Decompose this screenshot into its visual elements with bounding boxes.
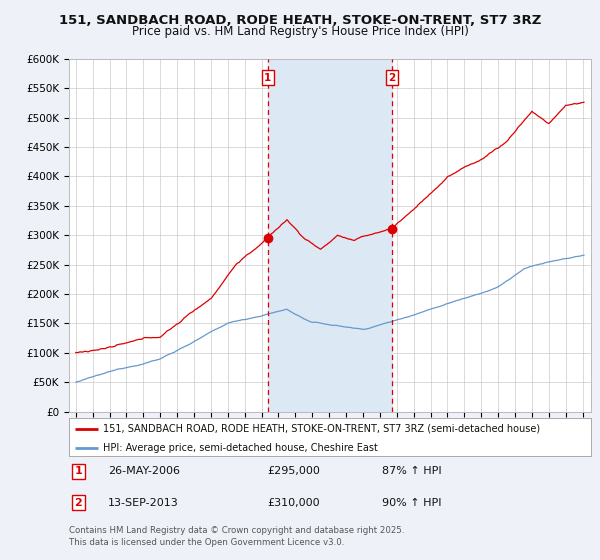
Text: 1: 1 <box>74 466 82 477</box>
Text: 2: 2 <box>388 73 395 83</box>
Text: £310,000: £310,000 <box>268 498 320 508</box>
Text: 87% ↑ HPI: 87% ↑ HPI <box>382 466 442 477</box>
Text: HPI: Average price, semi-detached house, Cheshire East: HPI: Average price, semi-detached house,… <box>103 443 378 453</box>
Text: 90% ↑ HPI: 90% ↑ HPI <box>382 498 442 508</box>
Text: £295,000: £295,000 <box>268 466 320 477</box>
Text: 1: 1 <box>264 73 272 83</box>
Text: 13-SEP-2013: 13-SEP-2013 <box>108 498 179 508</box>
Text: Contains HM Land Registry data © Crown copyright and database right 2025.
This d: Contains HM Land Registry data © Crown c… <box>69 526 404 547</box>
Text: 26-MAY-2006: 26-MAY-2006 <box>108 466 180 477</box>
Text: Price paid vs. HM Land Registry's House Price Index (HPI): Price paid vs. HM Land Registry's House … <box>131 25 469 38</box>
Bar <box>268 59 392 412</box>
Text: 151, SANDBACH ROAD, RODE HEATH, STOKE-ON-TRENT, ST7 3RZ (semi-detached house): 151, SANDBACH ROAD, RODE HEATH, STOKE-ON… <box>103 423 540 433</box>
Text: 2: 2 <box>74 498 82 508</box>
Text: 151, SANDBACH ROAD, RODE HEATH, STOKE-ON-TRENT, ST7 3RZ: 151, SANDBACH ROAD, RODE HEATH, STOKE-ON… <box>59 14 541 27</box>
